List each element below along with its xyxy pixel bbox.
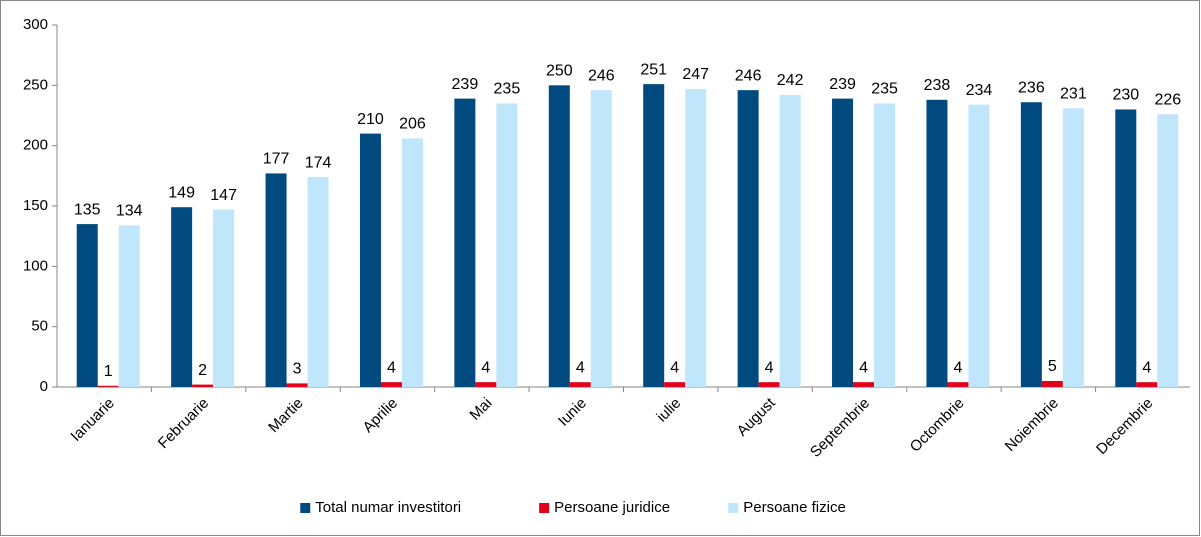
bar [569,382,591,387]
value-label: 246 [588,67,615,84]
value-label: 239 [829,76,856,93]
value-label: 3 [293,361,302,378]
bar [454,98,476,388]
bar [1115,109,1137,387]
value-label: 174 [305,154,332,171]
y-tick-label: 300 [23,16,48,33]
value-label: 4 [576,359,585,376]
value-label: 235 [494,81,521,98]
bar [1062,108,1084,387]
legend-swatch [539,503,550,513]
bar [1157,114,1179,387]
bar [213,209,235,387]
value-label: 4 [859,359,868,376]
value-label: 230 [1112,87,1139,104]
value-label: 4 [387,359,396,376]
value-label: 206 [399,116,426,133]
value-label: 149 [168,184,195,201]
value-label: 210 [357,111,384,128]
legend-swatch [300,503,311,513]
value-label: 236 [1018,79,1045,96]
value-label: 2 [198,362,207,379]
bar [832,98,854,388]
bar [475,382,497,387]
bar [685,88,707,387]
value-label: 147 [210,187,237,204]
legend-swatch [728,503,739,513]
value-label: 4 [481,359,490,376]
y-tick-label: 100 [23,257,48,274]
bar [380,382,402,387]
value-label: 239 [452,76,479,93]
y-tick-label: 50 [31,318,48,335]
y-tick-label: 0 [40,378,48,395]
value-label: 234 [966,82,993,99]
bar [76,224,98,387]
value-label: 246 [735,67,762,84]
legend-label: Persoane fizice [743,499,846,516]
bar [874,103,896,387]
bar [286,383,308,387]
value-label: 250 [546,63,573,80]
value-label: 135 [74,201,101,218]
bar [265,173,287,387]
bar [1020,102,1042,387]
value-label: 4 [670,359,679,376]
bar [307,177,329,387]
value-label: 4 [765,359,774,376]
bar [1136,382,1158,387]
value-label: 4 [1142,359,1151,376]
bar [758,382,780,387]
value-label: 235 [871,81,898,98]
legend-label: Total numar investitori [315,499,461,516]
y-tick-label: 150 [23,197,48,214]
bar [496,103,518,387]
bar [97,385,119,387]
bar [737,90,759,387]
value-label: 242 [777,72,804,89]
bar [192,384,214,387]
value-label: 177 [263,151,290,168]
bar [118,225,140,387]
y-tick-label: 250 [23,76,48,93]
bar [947,382,969,387]
bar [1041,380,1063,387]
value-label: 4 [954,359,963,376]
bar [664,382,686,387]
value-label: 238 [924,77,951,94]
y-tick-label: 200 [23,137,48,154]
value-label: 251 [640,61,667,78]
value-label: 1 [104,363,113,380]
bar [590,90,612,387]
bar [548,85,570,387]
value-label: 247 [682,66,709,83]
bar [643,84,665,388]
bar [401,138,423,387]
bar [171,207,193,387]
value-label: 134 [116,203,143,220]
bar [359,133,381,387]
value-label: 226 [1154,92,1181,109]
bar [926,99,948,388]
bar [779,94,801,387]
value-label: 5 [1048,358,1057,375]
bar [853,382,875,387]
value-label: 231 [1060,85,1087,102]
legend-label: Persoane juridice [554,499,670,516]
bar [968,104,990,387]
